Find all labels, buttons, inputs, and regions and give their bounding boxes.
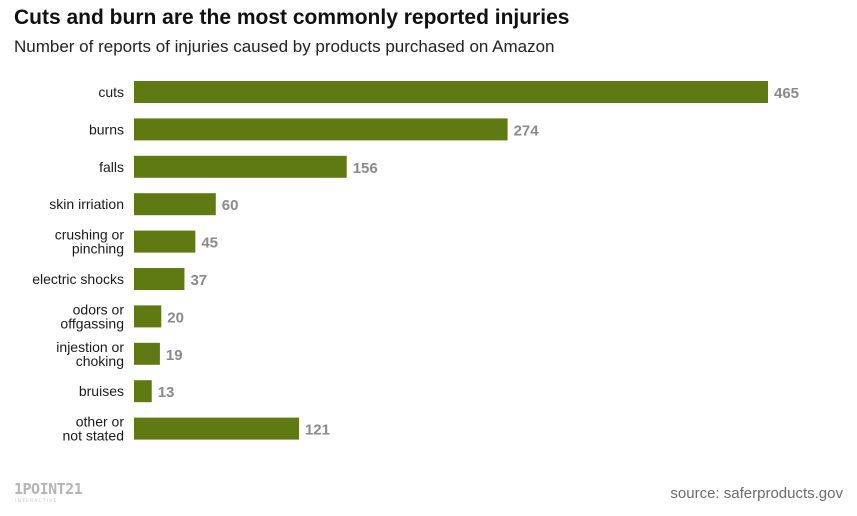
- category-label-0: cuts: [98, 84, 124, 100]
- category-label-5: electric shocks: [32, 271, 124, 287]
- logo-wordmark: 1POINT21: [14, 480, 83, 498]
- bar-6: [134, 305, 162, 328]
- value-label-8: 13: [158, 384, 175, 401]
- category-label-7: injestion or choking: [56, 339, 124, 369]
- bar-2: [134, 155, 347, 178]
- bar-0: [134, 81, 768, 103]
- bar-chart: cuts 465 burns 274 falls 156 skin irriation 60 c…: [32, 81, 799, 444]
- value-label-0: 465: [774, 85, 799, 102]
- bar-5: [134, 268, 185, 290]
- bar-4: [134, 230, 196, 253]
- chart-title: Cuts and burn are the most commonly repo…: [14, 6, 570, 29]
- logo-subtext: INTERACTIVE: [15, 498, 58, 504]
- bar-7: [134, 342, 160, 365]
- category-label-1: burns: [89, 121, 124, 137]
- value-label-2: 156: [353, 160, 378, 177]
- value-label-5: 37: [190, 272, 207, 289]
- bar-8: [134, 380, 152, 403]
- source-note: source: saferproducts.gov: [670, 485, 843, 502]
- value-label-6: 20: [167, 309, 184, 326]
- category-label-9: other or not stated: [63, 414, 125, 444]
- category-label-2: falls: [99, 159, 124, 175]
- bar-9: [134, 417, 299, 440]
- value-label-3: 60: [222, 197, 239, 214]
- chart-subtitle: Number of reports of injuries caused by …: [14, 37, 555, 56]
- value-label-1: 274: [514, 122, 540, 139]
- brand-logo: 1POINT21 INTERACTIVE: [14, 480, 83, 504]
- value-label-9: 121: [305, 422, 330, 439]
- category-label-4: crushing or pinching: [55, 227, 125, 257]
- category-label-6: odors or offgassing: [60, 301, 124, 331]
- category-label-8: bruises: [79, 383, 124, 399]
- category-label-3: skin irriation: [49, 196, 124, 212]
- bar-3: [134, 193, 216, 216]
- bar-1: [134, 118, 508, 141]
- value-label-4: 45: [201, 235, 218, 252]
- value-label-7: 19: [166, 347, 183, 364]
